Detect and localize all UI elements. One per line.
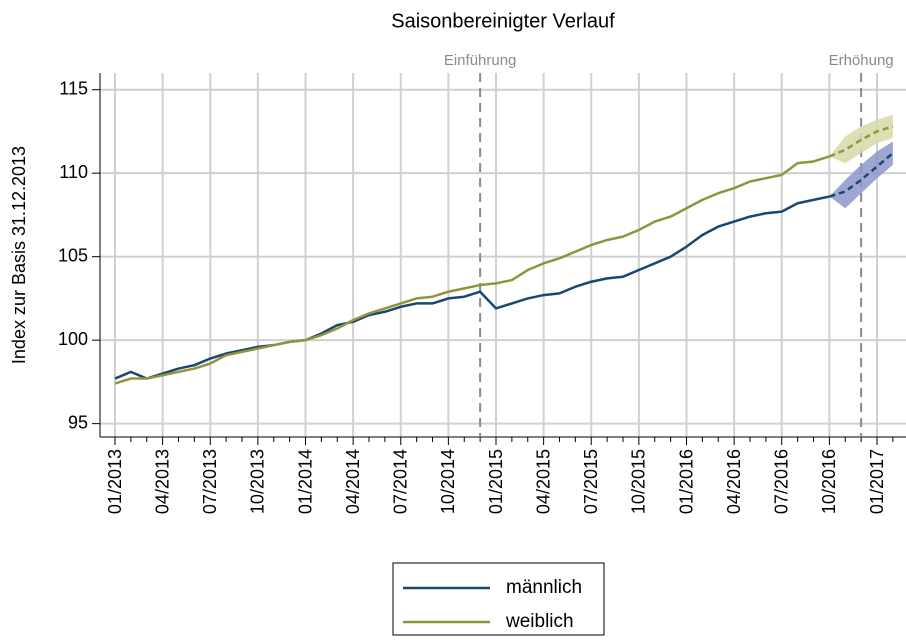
y-tick-label: 95: [68, 412, 88, 432]
event-label: Erhöhung: [829, 52, 894, 69]
x-tick-label: 01/2016: [676, 449, 696, 514]
x-tick-label: 07/2013: [200, 449, 220, 514]
x-tick-label: 04/2014: [343, 449, 363, 514]
x-tick-label: 04/2016: [724, 449, 744, 514]
x-tick-label: 07/2016: [772, 449, 792, 514]
legend-label: männlich: [506, 577, 582, 598]
y-tick-label: 115: [59, 78, 88, 98]
x-tick-label: 04/2015: [533, 449, 553, 514]
x-tick-label: 07/2014: [391, 449, 411, 514]
x-tick-label: 10/2016: [819, 449, 839, 514]
chart-title: Saisonbereinigter Verlauf: [391, 10, 615, 32]
x-tick-label: 07/2015: [581, 449, 601, 514]
y-axis-label: Index zur Basis 31.12.2013: [9, 146, 29, 364]
forecast-band: [829, 141, 893, 209]
y-tick-label: 100: [58, 329, 88, 349]
forecast-line: [828, 152, 894, 198]
x-tick-label: 01/2015: [486, 449, 506, 514]
x-tick-label: 10/2013: [248, 449, 268, 514]
y-tick-label: 105: [58, 245, 88, 265]
x-tick-label: 01/2014: [295, 449, 315, 514]
x-tick-label: 01/2013: [105, 449, 125, 514]
legend-label: weiblich: [505, 611, 574, 632]
x-tick-label: 10/2014: [438, 449, 458, 514]
y-tick-label: 110: [59, 162, 88, 182]
series-line: [114, 155, 830, 385]
series-line: [114, 195, 830, 380]
x-tick-label: 01/2017: [867, 449, 887, 514]
x-tick-label: 10/2015: [629, 449, 649, 514]
x-tick-label: 04/2013: [152, 449, 172, 514]
forecast-band: [829, 114, 893, 164]
forecast-line: [828, 125, 894, 158]
event-label: Einführung: [444, 52, 517, 69]
